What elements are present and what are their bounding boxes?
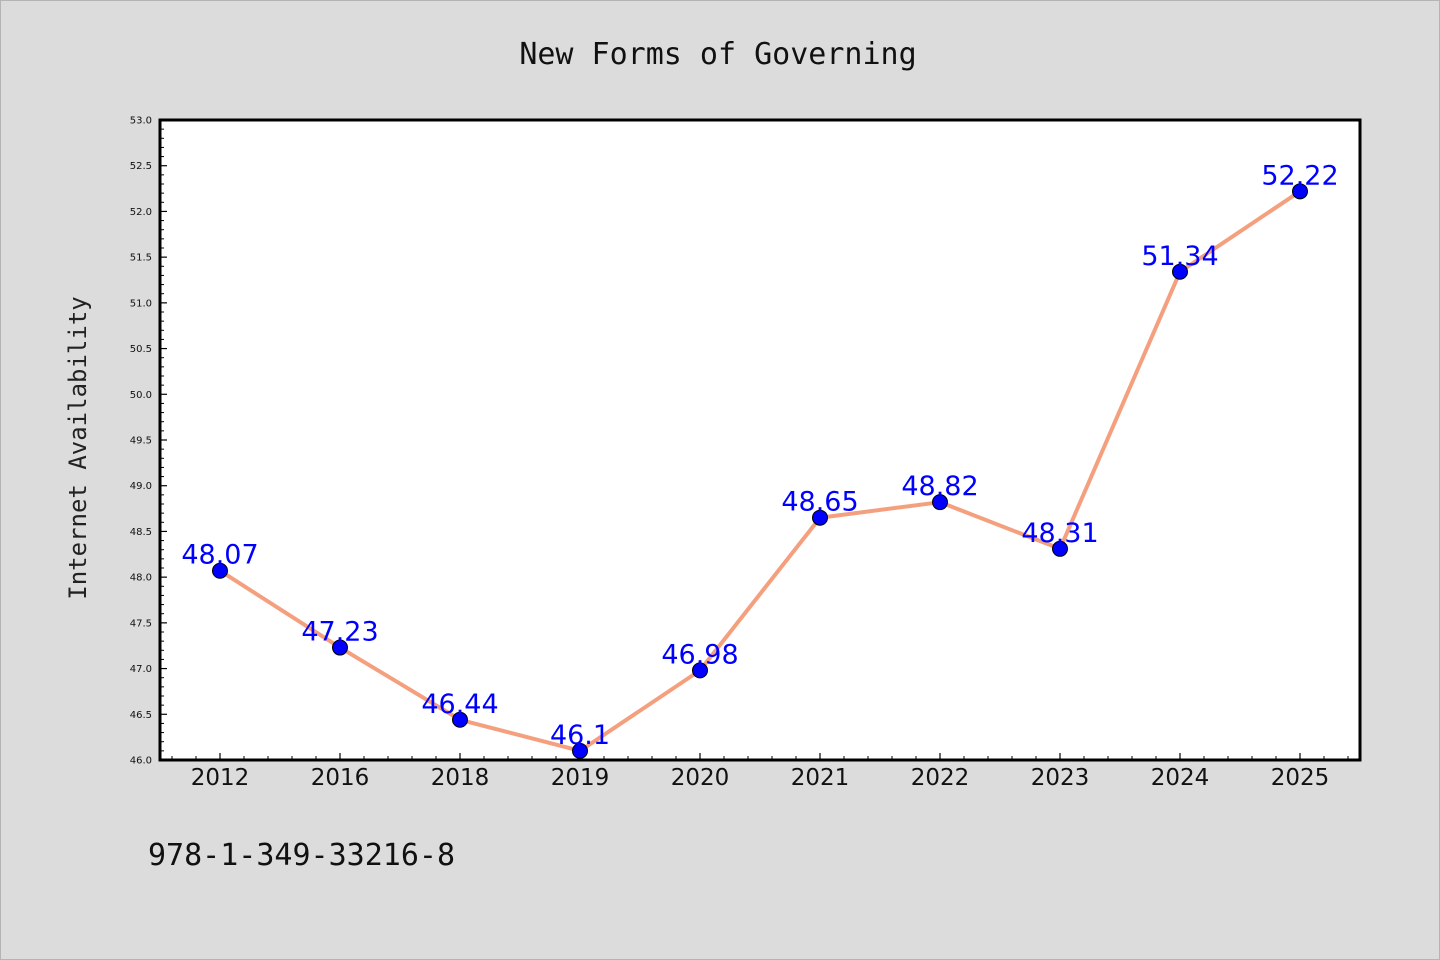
y-tick-label: 48.5 <box>130 527 152 538</box>
y-tick-label: 49.5 <box>130 436 152 447</box>
y-tick-label: 49.0 <box>130 481 152 492</box>
x-tick-label: 2019 <box>551 765 610 791</box>
data-point <box>452 711 468 728</box>
y-tick-label: 51.0 <box>130 298 152 309</box>
data-label: 48.65 <box>781 487 858 518</box>
x-tick-label: 2018 <box>431 765 490 791</box>
data-label: 48.31 <box>1021 518 1098 549</box>
data-labels-group: 48.07 47.23 46.44 46.1 46.98 48.65 48.82 48.31 5… <box>181 160 1338 751</box>
isbn-text: 978-1-349-33216-8 <box>148 838 455 873</box>
y-tick-label: 47.5 <box>130 618 152 629</box>
series-line-group <box>218 189 1302 753</box>
y-tick-label: 46.5 <box>130 710 152 721</box>
y-tick-label: 52.5 <box>130 161 152 172</box>
data-label: 46.98 <box>661 639 738 670</box>
y-tick-label: 51.5 <box>130 253 152 264</box>
y-tick-label: 48.0 <box>130 573 152 584</box>
data-label: 48.07 <box>181 540 258 571</box>
x-tick-label: 2021 <box>791 765 850 791</box>
y-tick-label: 50.5 <box>130 344 152 355</box>
x-axis-ticks: 2012 2016 2018 2019 2020 2021 2022 2023 2024 2025 <box>171 753 1349 791</box>
y-tick-label: 53.0 <box>130 116 152 127</box>
y-tick-label: 46.0 <box>130 756 152 767</box>
data-point <box>1292 183 1308 200</box>
y-tick-label: 47.0 <box>130 664 152 675</box>
data-label: 46.44 <box>421 689 498 720</box>
data-label: 51.34 <box>1141 241 1218 272</box>
data-point <box>572 742 588 759</box>
data-point <box>812 509 828 526</box>
data-point <box>212 562 228 579</box>
x-tick-label: 2020 <box>671 765 730 791</box>
x-tick-label: 2016 <box>311 765 370 791</box>
data-point <box>1052 540 1068 557</box>
data-label: 46.1 <box>550 720 610 751</box>
data-label: 48.82 <box>901 471 978 502</box>
x-tick-label: 2025 <box>1271 765 1330 791</box>
chart-title: New Forms of Governing <box>519 37 916 72</box>
y-axis-label: Internet Availability <box>64 296 92 599</box>
data-label: 47.23 <box>301 617 378 648</box>
series-markers-group <box>212 183 1308 759</box>
series-line <box>218 189 1302 753</box>
x-tick-label: 2012 <box>191 765 250 791</box>
y-axis-ticks: 46.0 46.5 47.0 47.5 48.0 48.5 49.0 49.5 50.0 50.5… <box>130 116 167 767</box>
data-point <box>332 639 348 656</box>
data-label: 52.22 <box>1261 160 1338 191</box>
x-tick-label: 2023 <box>1031 765 1090 791</box>
data-point <box>1172 263 1188 280</box>
data-point <box>692 662 708 679</box>
data-point <box>932 494 948 511</box>
x-tick-label: 2022 <box>911 765 970 791</box>
y-tick-label: 50.0 <box>130 390 152 401</box>
plot-area <box>158 118 1362 762</box>
y-tick-label: 52.0 <box>130 207 152 218</box>
x-tick-label: 2024 <box>1151 765 1210 791</box>
